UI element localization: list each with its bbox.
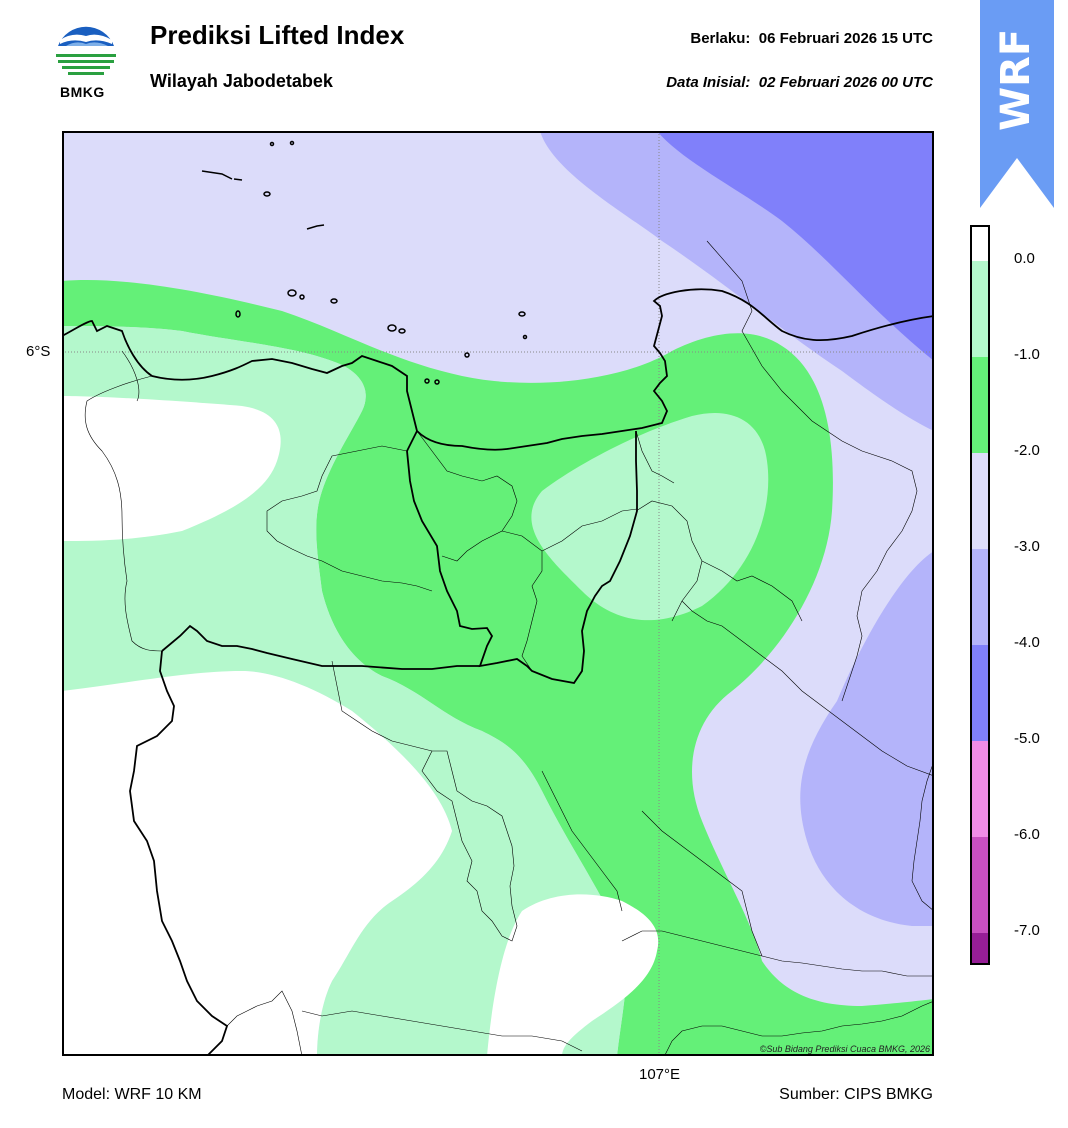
province-border-south [161,624,480,670]
colorbar-label-5: -5.0 [1014,730,1040,747]
colorbar [970,225,994,965]
colorbar-label-1: -1.0 [1014,346,1040,363]
province-border-west [129,650,229,1056]
logo-label: BMKG [60,84,105,100]
bmkg-emblem-icon [56,22,116,82]
map-panel: ©Sub Bidang Prediksi Cuaca BMKG, 2026 [62,131,934,1056]
map-credit: ©Sub Bidang Prediksi Cuaca BMKG, 2026 [759,1044,930,1054]
coastline [62,288,934,451]
bmkg-logo: BMKG [52,20,120,104]
init-time: Data Inisial: 02 Februari 2026 00 UTC [666,74,933,91]
model-label: Model: WRF 10 KM [62,1086,202,1103]
colorbar-label-2: -2.0 [1014,442,1040,459]
wrf-label: WRF [993,28,1039,131]
colorbar-swatch-6 [970,837,990,933]
colorbar-swatch-2 [970,453,990,549]
colorbar-label-7: -7.0 [1014,922,1040,939]
band-white-southwest [62,671,452,1056]
page-title: Prediksi Lifted Index [150,20,405,50]
colorbar-swatch-7 [970,933,990,965]
source-label: Sumber: CIPS BMKG [779,1086,933,1103]
valid-label: Berlaku: [690,30,751,47]
colorbar-label-4: -4.0 [1014,634,1040,651]
lat-tick-label: 6°S [26,343,51,360]
page-subtitle: Wilayah Jabodetabek [150,71,333,91]
thousand-islands [201,140,528,385]
colorbar-swatch-4 [970,645,990,741]
colorbar-label-0: 0.0 [1014,250,1035,267]
valid-time: Berlaku: 06 Februari 2026 15 UTC [690,30,933,47]
colorbar-swatch-top [970,225,990,261]
band-lightgreen-center [531,413,769,621]
lon-tick-label: 107°E [639,1066,681,1083]
colorbar-swatch-0 [970,261,990,357]
colorbar-swatch-5 [970,741,990,837]
colorbar-swatch-3 [970,549,990,645]
init-value: 02 Februari 2026 00 UTC [758,74,933,91]
colorbar-label-3: -3.0 [1014,538,1040,555]
map-frame [62,131,934,1056]
district-borders [84,240,934,1056]
province-border-jakarta-banten [406,430,638,684]
band-purple-light-se [800,551,934,926]
lifted-index-map [62,131,934,1056]
band-white-west [62,396,281,541]
wrf-badge: WRF [980,0,1054,210]
colorbar-swatch-1 [970,357,990,453]
valid-value: 06 Februari 2026 15 UTC [758,30,933,47]
band-blue-ne [657,131,934,361]
init-label: Data Inisial: [666,74,751,91]
band-white-south [487,894,659,1056]
colorbar-label-6: -6.0 [1014,826,1040,843]
